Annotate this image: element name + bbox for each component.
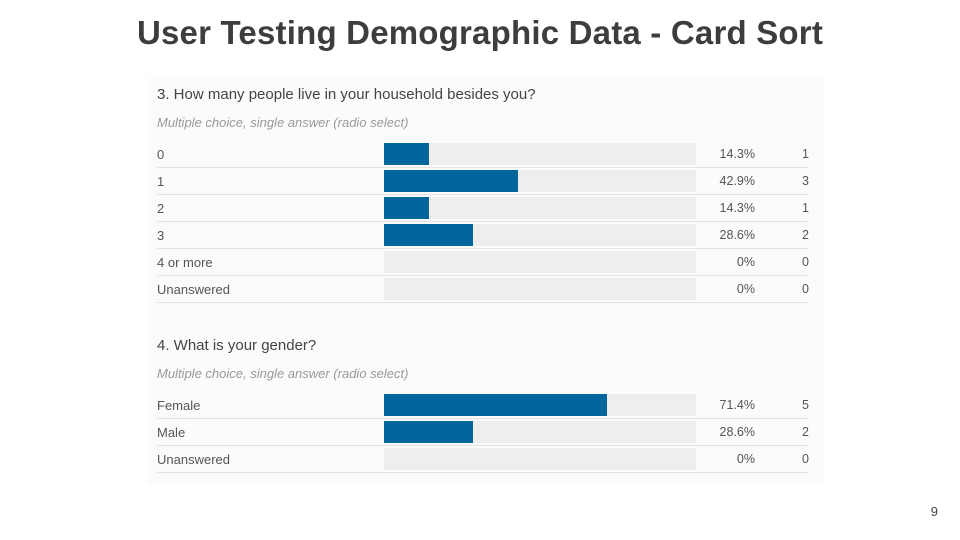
percent-label: 14.3% xyxy=(719,147,755,161)
bar-track xyxy=(384,278,696,300)
bar-track xyxy=(384,197,696,219)
answer-label: 1 xyxy=(157,174,165,189)
bar-track xyxy=(384,251,696,273)
answer-label: 0 xyxy=(157,147,165,162)
count-label: 3 xyxy=(802,174,809,188)
bar-track xyxy=(384,143,696,165)
answer-row: Male 28.6% 2 xyxy=(157,419,809,446)
bar xyxy=(384,421,474,443)
bar xyxy=(384,394,607,416)
slide-title: User Testing Demographic Data - Card Sor… xyxy=(136,14,824,51)
count-label: 0 xyxy=(802,255,809,269)
percent-label: 42.9% xyxy=(719,174,755,188)
question-3-title: 3. How many people live in your househol… xyxy=(157,86,536,103)
answer-label: 3 xyxy=(157,228,165,243)
percent-label: 0% xyxy=(736,255,755,269)
count-label: 2 xyxy=(802,425,809,439)
question-3-type: Multiple choice, single answer (radio se… xyxy=(157,115,409,130)
percent-label: 0% xyxy=(736,452,755,466)
percent-label: 71.4% xyxy=(719,398,755,412)
bar-track xyxy=(384,394,696,416)
percent-label: 28.6% xyxy=(719,228,755,242)
percent-label: 14.3% xyxy=(719,201,755,215)
bar xyxy=(384,143,429,165)
answer-label: 2 xyxy=(157,201,165,216)
bar-track xyxy=(384,448,696,470)
bar-track xyxy=(384,170,696,192)
question-4-type: Multiple choice, single answer (radio se… xyxy=(157,366,409,381)
bar xyxy=(384,197,429,219)
answer-row: Unanswered 0% 0 xyxy=(157,276,809,303)
answer-row: 0 14.3% 1 xyxy=(157,141,809,168)
count-label: 1 xyxy=(802,201,809,215)
count-label: 0 xyxy=(802,452,809,466)
answer-row: 4 or more 0% 0 xyxy=(157,249,809,276)
answer-label: 4 or more xyxy=(157,255,213,270)
answer-label: Unanswered xyxy=(157,452,230,467)
bar-track xyxy=(384,224,696,246)
bar xyxy=(384,170,518,192)
count-label: 0 xyxy=(802,282,809,296)
answer-row: 2 14.3% 1 xyxy=(157,195,809,222)
answer-row: Unanswered 0% 0 xyxy=(157,446,809,473)
answer-row: 3 28.6% 2 xyxy=(157,222,809,249)
answer-label: Male xyxy=(157,425,186,440)
answer-label: Female xyxy=(157,398,201,413)
bar xyxy=(384,224,474,246)
answer-label: Unanswered xyxy=(157,282,230,297)
answer-row: 1 42.9% 3 xyxy=(157,168,809,195)
percent-label: 0% xyxy=(736,282,755,296)
count-label: 2 xyxy=(802,228,809,242)
percent-label: 28.6% xyxy=(719,425,755,439)
survey-results-panel: 3. How many people live in your househol… xyxy=(147,78,823,484)
answer-row: Female 71.4% 5 xyxy=(157,392,809,419)
count-label: 5 xyxy=(802,398,809,412)
question-4-title: 4. What is your gender? xyxy=(157,337,317,354)
count-label: 1 xyxy=(802,147,809,161)
bar-track xyxy=(384,421,696,443)
page-number: 9 xyxy=(930,504,938,519)
